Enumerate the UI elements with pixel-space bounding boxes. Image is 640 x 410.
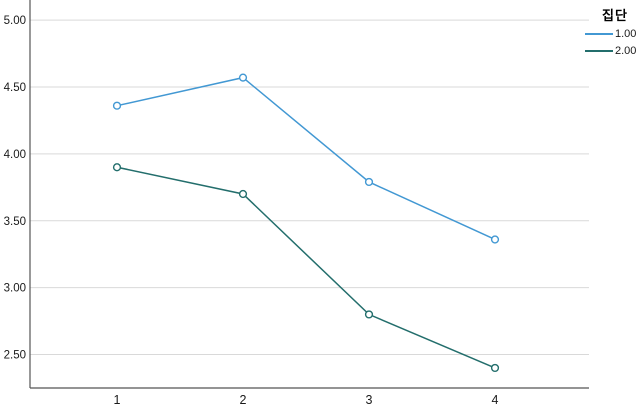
- legend-line-swatch-series2: [585, 49, 613, 52]
- data-point-series1-cat1: [112, 101, 122, 110]
- x-tick-label-3: 3: [366, 393, 373, 407]
- x-tick-label-2: 2: [240, 393, 247, 407]
- y-tick-label-5.00: 5.00: [4, 15, 26, 27]
- data-point-series1-cat2: [238, 73, 248, 82]
- legend-entry-series1: 1.00: [585, 26, 640, 41]
- data-point-series1-cat3: [364, 177, 374, 187]
- legend-label-series2: 2.00: [615, 44, 637, 57]
- x-tick-label-1: 1: [114, 393, 121, 407]
- legend-entry-series2: 2.00: [585, 43, 640, 58]
- y-tick-label-3.00: 3.00: [4, 283, 26, 295]
- y-tick-label-4.50: 4.50: [4, 82, 26, 94]
- y-tick-label-4.00: 4.00: [4, 149, 26, 161]
- data-point-series1-cat4: [490, 235, 500, 244]
- legend-title: 집단: [602, 8, 628, 23]
- data-point-series2-cat2: [238, 189, 248, 199]
- series-line-2.00: [116, 166, 496, 369]
- chart-legend: 집단 1.00 2.00: [585, 5, 640, 58]
- data-point-series2-cat1: [112, 163, 122, 172]
- series-line-1.00: [116, 76, 496, 241]
- data-point-series2-cat3: [364, 310, 374, 319]
- y-tick-label-2.50: 2.50: [4, 350, 26, 362]
- legend-label-series1: 1.00: [615, 27, 637, 40]
- data-point-series2-cat4: [490, 363, 500, 373]
- x-tick-label-4: 4: [492, 393, 499, 407]
- y-tick-label-3.50: 3.50: [4, 216, 26, 228]
- legend-line-swatch-series1: [585, 32, 613, 35]
